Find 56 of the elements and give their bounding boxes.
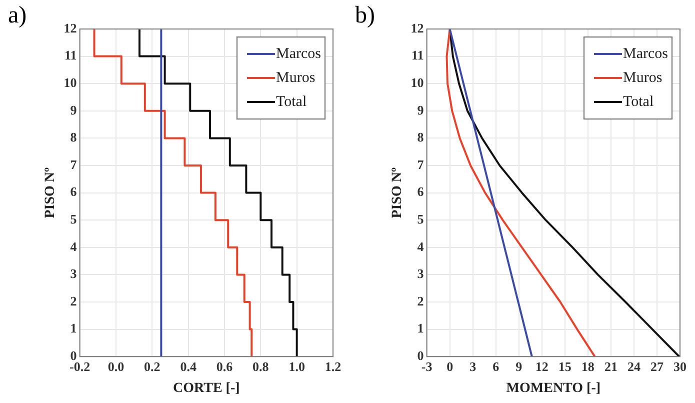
y-tick-label: 7 — [70, 156, 78, 172]
y-tick-label: 12 — [410, 20, 424, 36]
y-tick-label: 4 — [417, 238, 424, 254]
y-tick-label: 11 — [64, 48, 77, 63]
y-tick-label: 11 — [412, 48, 424, 63]
x-tick-label: 0.8 — [252, 358, 270, 374]
chart-title: b) — [355, 2, 375, 28]
legend-label: Muros — [623, 70, 662, 86]
x-tick-label: 0.4 — [180, 358, 197, 374]
y-tick-label: 4 — [70, 238, 78, 254]
x-tick-label: 21 — [604, 358, 618, 374]
y-tick-label: 5 — [417, 211, 424, 226]
y-tick-label: 9 — [70, 102, 78, 118]
x-tick-label: 15 — [558, 358, 572, 374]
x-axis-title: CORTE [-] — [173, 381, 240, 396]
y-tick-label: 10 — [410, 74, 424, 90]
y-tick-label: 10 — [64, 74, 77, 90]
x-tick-label: 1.2 — [324, 358, 342, 374]
y-tick-label: 6 — [70, 184, 78, 200]
y-axis-title: PISO Nº — [390, 166, 406, 218]
y-tick-label: 2 — [70, 293, 77, 308]
legend-label: Total — [623, 94, 654, 110]
legend-label: Marcos — [276, 46, 322, 62]
x-axis-title: MOMENTO [-] — [506, 381, 601, 396]
x-tick-label: 6 — [492, 358, 500, 374]
y-tick-label: 1 — [417, 320, 424, 336]
y-tick-label: 9 — [417, 102, 424, 118]
x-tick-label: 3 — [470, 358, 477, 374]
x-tick-label: 30 — [674, 358, 686, 374]
x-tick-label: 0 — [446, 358, 454, 374]
y-tick-label: 3 — [417, 266, 424, 282]
x-tick-label: 0.2 — [144, 358, 160, 374]
y-axis-title: PISO Nº — [43, 166, 58, 218]
y-tick-label: 5 — [70, 211, 78, 226]
y-tick-label: 8 — [70, 130, 78, 145]
x-tick-label: 24 — [627, 358, 641, 374]
x-tick-label: 0.0 — [108, 358, 124, 374]
y-tick-label: 8 — [417, 130, 424, 145]
y-tick-label: 6 — [417, 184, 424, 200]
y-tick-label: 1 — [70, 320, 77, 336]
x-tick-label: 0.6 — [216, 358, 234, 374]
x-tick-label: 18 — [581, 358, 595, 374]
x-tick-label: 27 — [650, 358, 664, 374]
x-tick-label: 9 — [516, 358, 523, 374]
x-tick-label: -3 — [421, 358, 433, 374]
y-tick-label: 3 — [70, 266, 78, 282]
y-tick-label: 12 — [64, 20, 77, 36]
legend-label: Marcos — [623, 46, 668, 62]
chart-title: a) — [8, 2, 27, 28]
x-tick-label: 1.0 — [288, 358, 305, 374]
y-tick-label: 7 — [417, 156, 424, 172]
legend-label: Total — [276, 94, 307, 110]
x-tick-label: 12 — [535, 358, 548, 374]
legend-label: Muros — [276, 70, 316, 86]
y-tick-label: 0 — [417, 348, 424, 363]
y-tick-label: 2 — [417, 293, 424, 308]
